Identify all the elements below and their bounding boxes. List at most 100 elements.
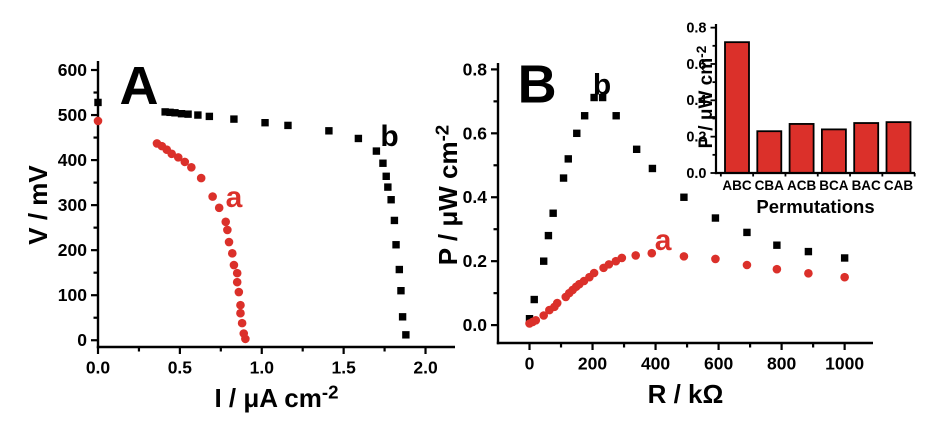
data-point-a xyxy=(236,308,245,318)
series-label: a xyxy=(226,181,243,214)
x-tick-label: 0.5 xyxy=(168,358,193,378)
x-axis-label: Permutations xyxy=(756,196,874,217)
y-tick-label: 0 xyxy=(77,330,87,350)
data-point-a xyxy=(232,277,242,287)
y-tick-label: 600 xyxy=(58,60,87,80)
y-tick-label: 0.2 xyxy=(463,251,488,271)
data-point-b xyxy=(395,265,404,274)
y-tick-label: 500 xyxy=(58,105,87,125)
data-point-b xyxy=(612,112,620,120)
data-point-a xyxy=(232,268,242,278)
data-point-a xyxy=(647,248,657,258)
data-point-a xyxy=(539,311,548,320)
data-point-b xyxy=(284,121,292,130)
y-axis-label: P / μW cm-2 xyxy=(694,45,717,148)
data-point-a xyxy=(589,268,599,278)
y-tick-label: 0.8 xyxy=(463,59,488,79)
x-tick-label: 1.0 xyxy=(250,358,275,378)
x-axis-label: R / kΩ xyxy=(648,379,724,409)
data-point-a xyxy=(180,157,190,167)
x-tick-label: 200 xyxy=(578,354,607,374)
data-point-b xyxy=(804,247,813,256)
data-point-b xyxy=(177,109,186,118)
x-tick-label: 800 xyxy=(767,354,796,374)
x-tick-label: 600 xyxy=(704,354,733,374)
data-point-b xyxy=(539,257,548,265)
data-point-a xyxy=(236,300,245,310)
data-point-b xyxy=(530,295,538,304)
data-point-b xyxy=(648,164,657,173)
x-axis-label: I / μA cm-2 xyxy=(214,382,338,413)
x-tick-label: 1000 xyxy=(825,354,864,374)
data-point-a xyxy=(742,260,752,270)
data-point-a xyxy=(208,192,217,201)
x-tick-label: 2.0 xyxy=(413,358,438,378)
data-point-a xyxy=(173,153,183,162)
category-label: BAC xyxy=(852,178,881,193)
panel-b-power-chart: 0 200 400 600 800 1000 0.0 0.2 0.4 0.6 0.8 R / kΩ P … xyxy=(432,55,873,409)
data-point-b xyxy=(382,172,390,181)
data-point-b xyxy=(230,115,238,123)
data-point-b xyxy=(397,287,405,295)
data-point-a xyxy=(804,269,813,278)
data-point-b xyxy=(573,129,581,138)
inset-permutations-bar-chart: 0.0 0.2 0.4 0.6 0.8 ABC CBA ACB BCA BAC CAB Permuta… xyxy=(686,21,916,217)
y-tick-label: 100 xyxy=(58,285,87,305)
data-point-b xyxy=(711,214,720,222)
x-tick-label: 400 xyxy=(641,354,670,374)
panel-label: A xyxy=(119,56,158,116)
data-point-b xyxy=(94,98,102,107)
bar-BAC xyxy=(853,122,880,174)
x-tick-label: 0 xyxy=(525,354,535,374)
data-point-b xyxy=(549,209,557,217)
category-label: ACB xyxy=(787,178,816,193)
y-tick-label: 0.0 xyxy=(463,315,488,335)
series-label: a xyxy=(655,224,672,257)
data-point-b xyxy=(632,145,641,154)
data-point-b xyxy=(544,231,553,240)
data-point-a xyxy=(840,272,849,282)
y-tick-label: 0.2 xyxy=(686,130,706,146)
data-point-b xyxy=(354,134,363,143)
data-point-b xyxy=(261,119,269,127)
series-a xyxy=(525,248,849,328)
data-point-b xyxy=(580,112,589,120)
series-a xyxy=(93,116,250,344)
data-point-a xyxy=(772,264,782,274)
data-point-b xyxy=(390,216,399,225)
data-point-b xyxy=(559,174,568,182)
panel-a-polarization-chart: 0.0 0.5 1.0 1.5 2.0 0 100 200 300 400 500 600 I / μA… xyxy=(23,56,455,413)
data-point-a xyxy=(93,116,103,126)
data-point-a xyxy=(552,298,562,308)
data-point-b xyxy=(680,193,688,201)
data-point-b xyxy=(398,313,407,321)
data-point-b xyxy=(598,93,607,102)
data-point-b xyxy=(773,241,781,249)
data-point-a xyxy=(196,173,206,183)
data-point-b xyxy=(392,241,400,249)
y-tick-label: 300 xyxy=(58,195,87,215)
data-point-b xyxy=(205,112,214,121)
y-tick-label: 0.0 xyxy=(686,166,706,182)
data-point-a xyxy=(237,318,247,328)
bars xyxy=(724,41,912,174)
panel-label: B xyxy=(518,55,557,115)
bar-BCA xyxy=(820,128,847,174)
category-label: CAB xyxy=(884,178,913,193)
data-point-b xyxy=(525,315,534,323)
x-tick-label: 0.0 xyxy=(86,358,111,378)
data-point-b xyxy=(384,183,392,191)
data-point-a xyxy=(229,260,239,270)
data-point-b xyxy=(402,331,410,339)
y-tick-label: 200 xyxy=(58,240,87,260)
y-axis-label: P / μW cm-2 xyxy=(432,125,463,265)
data-point-a xyxy=(631,251,641,260)
series-label: b xyxy=(380,120,398,153)
data-point-a xyxy=(604,260,614,269)
x-tick-label: 1.5 xyxy=(331,358,356,378)
data-point-b xyxy=(171,109,179,117)
data-point-b xyxy=(387,196,395,204)
data-point-b xyxy=(379,159,387,167)
bar-CBA xyxy=(756,130,783,174)
